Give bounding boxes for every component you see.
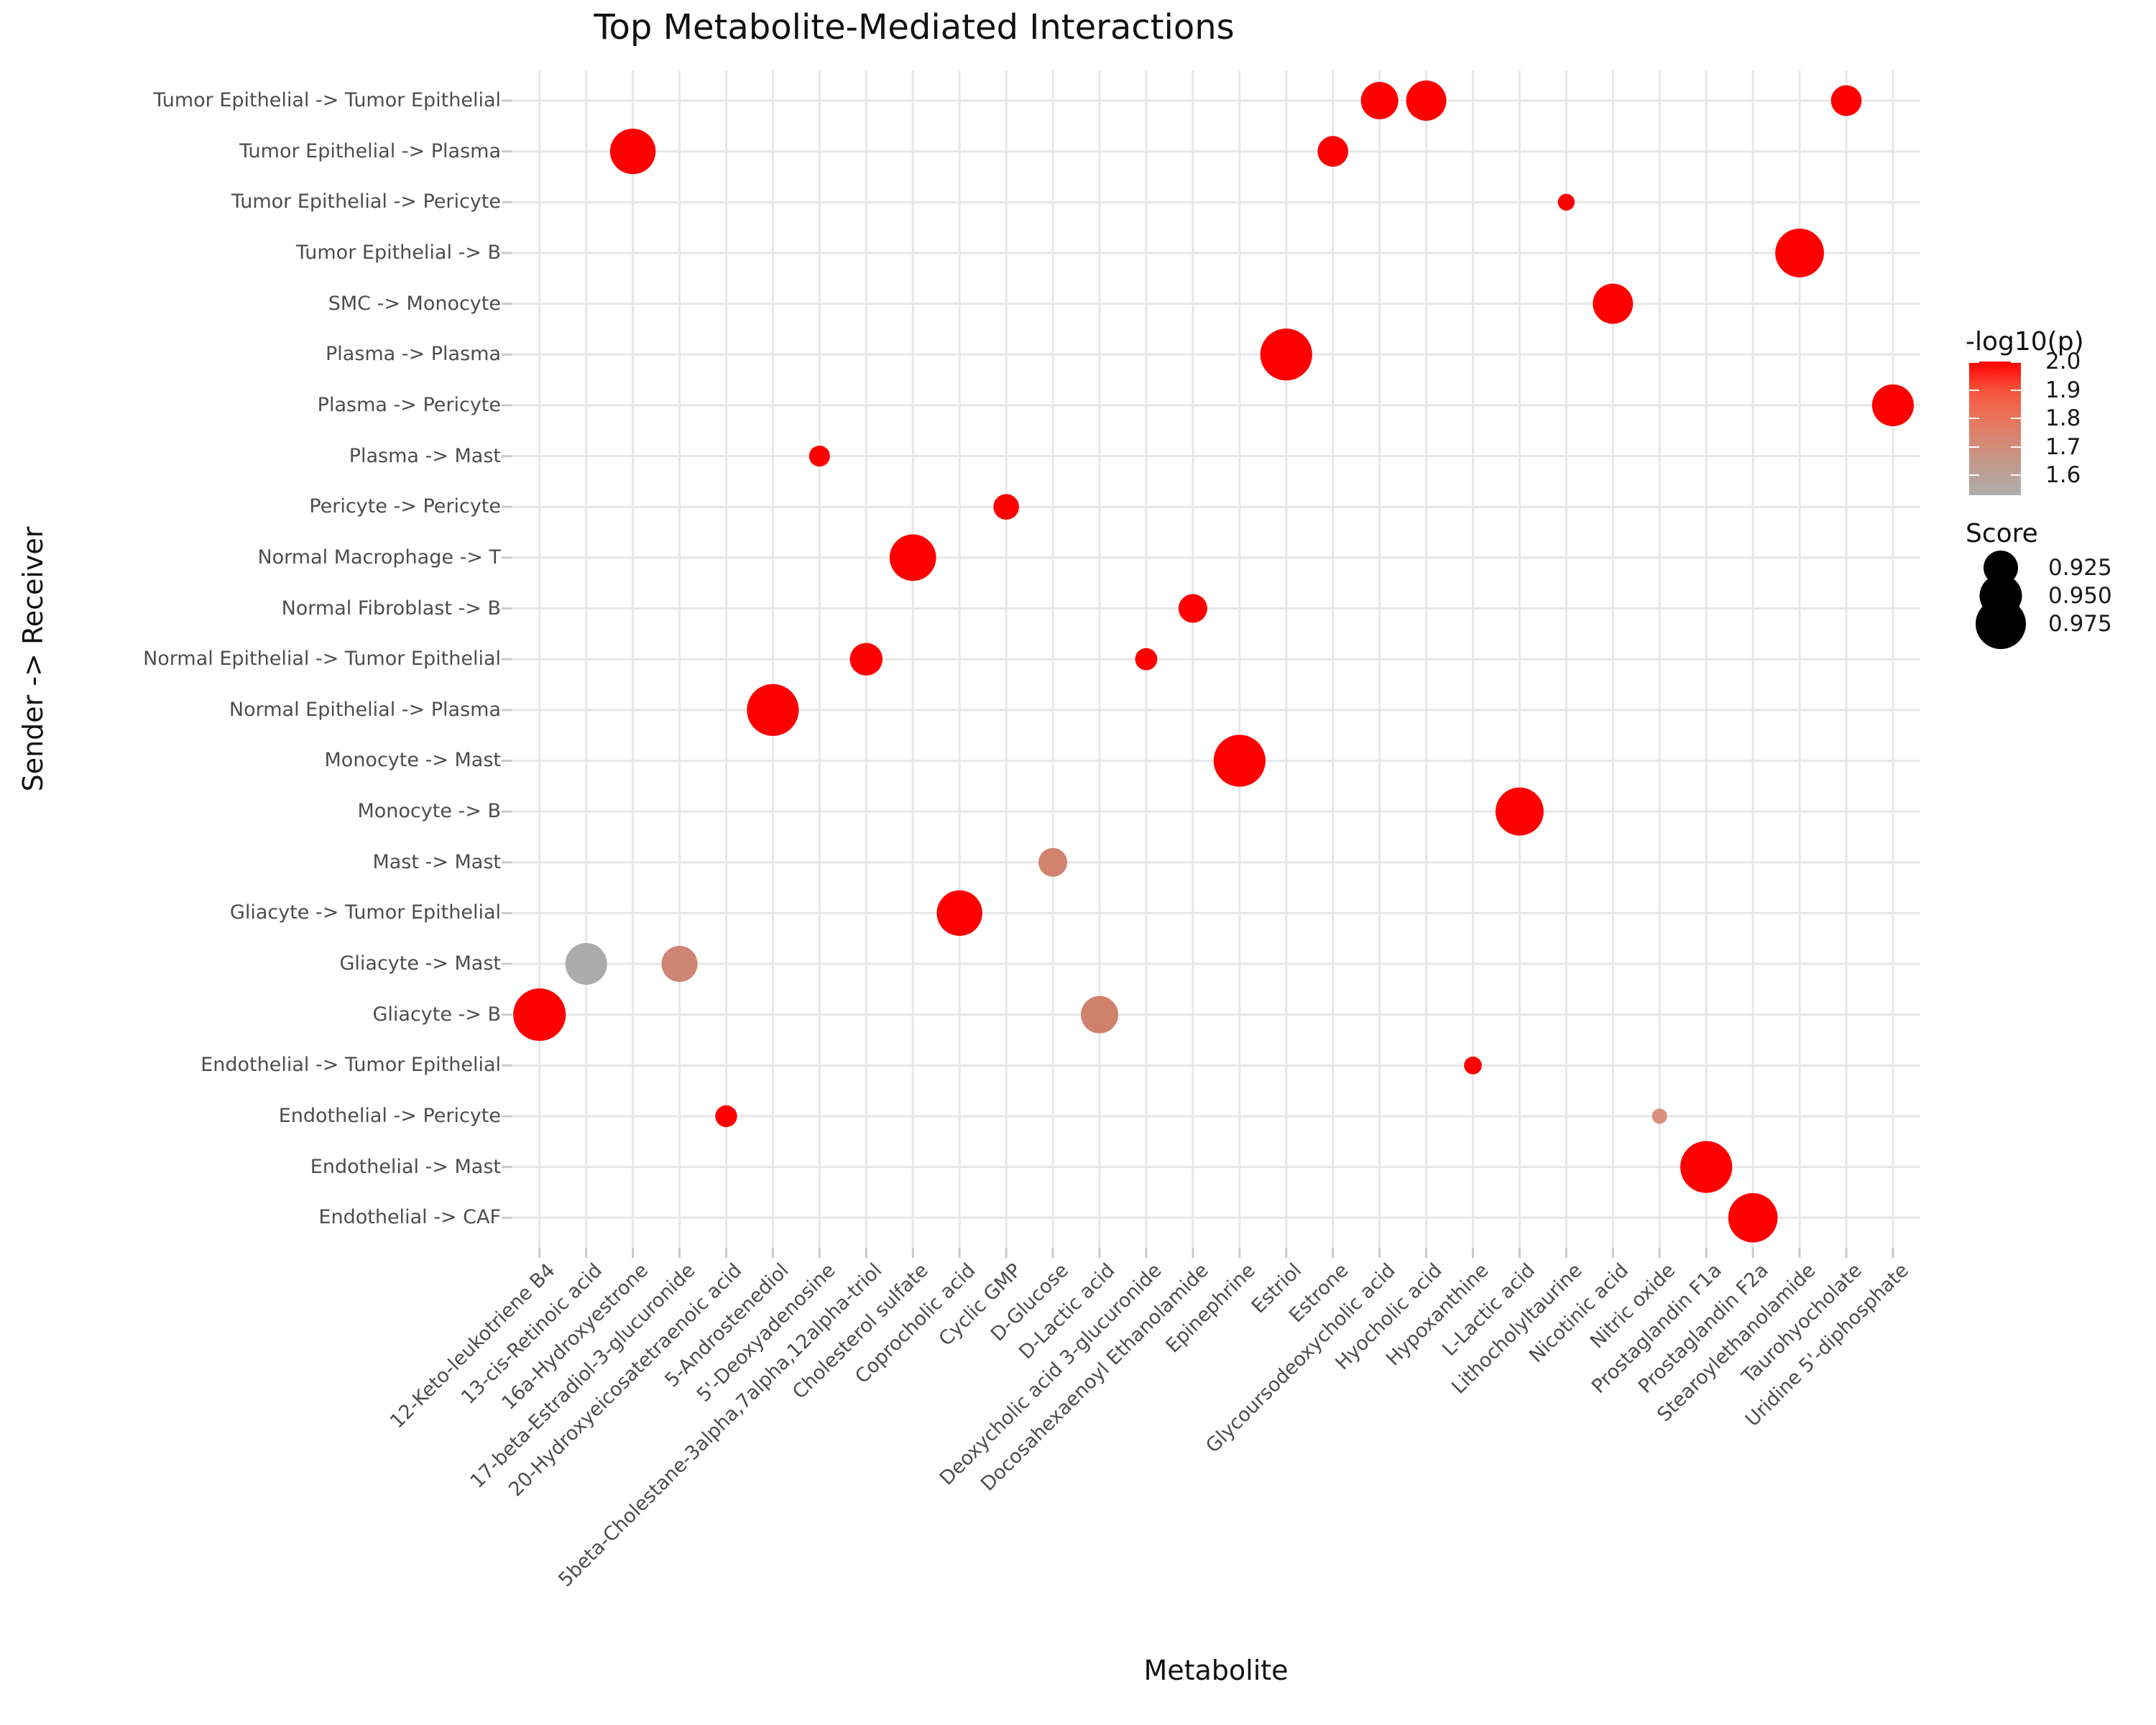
y-tick-label: Pericyte -> Pericyte bbox=[309, 495, 501, 518]
colorbar-legend-title: -log10(p) bbox=[1966, 327, 2084, 356]
y-tick-label: Endothelial -> Pericyte bbox=[278, 1105, 501, 1127]
y-tick-label: SMC -> Monocyte bbox=[328, 292, 501, 315]
colorbar-tick-mark bbox=[1969, 418, 1979, 420]
y-tick-label: Mast -> Mast bbox=[372, 850, 501, 873]
data-point bbox=[565, 942, 607, 985]
y-tick-label: Gliacyte -> Tumor Epithelial bbox=[229, 901, 501, 924]
y-tick-label: Tumor Epithelial -> B bbox=[295, 241, 501, 264]
data-point bbox=[1360, 82, 1399, 119]
y-tick-label: Monocyte -> B bbox=[357, 800, 501, 823]
data-point bbox=[1135, 648, 1158, 671]
colorbar-tick-mark bbox=[2011, 389, 2021, 391]
data-point bbox=[1871, 384, 1915, 426]
data-point bbox=[849, 643, 883, 676]
y-tick-label: Tumor Epithelial -> Tumor Epithelial bbox=[153, 89, 501, 111]
data-point bbox=[1680, 1141, 1733, 1193]
y-tick-label: Tumor Epithelial -> Pericyte bbox=[231, 190, 501, 213]
data-point bbox=[1775, 229, 1824, 277]
y-tick-label: Plasma -> Plasma bbox=[325, 343, 501, 366]
colorbar-tick-label: 1.8 bbox=[2045, 405, 2081, 432]
data-point bbox=[747, 684, 799, 736]
data-point bbox=[1038, 847, 1068, 877]
y-tick-label: Normal Epithelial -> Plasma bbox=[229, 698, 501, 721]
colorbar bbox=[1969, 362, 2021, 495]
data-point bbox=[889, 534, 936, 581]
data-point bbox=[1260, 328, 1312, 381]
data-point bbox=[715, 1105, 737, 1128]
size-legend-title: Score bbox=[1966, 519, 2038, 548]
data-point bbox=[1317, 136, 1349, 167]
colorbar-tick-label: 2.0 bbox=[2045, 349, 2081, 374]
colorbar-tick-mark bbox=[2011, 446, 2021, 448]
y-tick-label: Plasma -> Pericyte bbox=[317, 393, 501, 416]
data-point bbox=[1651, 1108, 1667, 1124]
colorbar-tick-mark bbox=[2011, 418, 2021, 420]
data-point bbox=[1830, 85, 1862, 116]
y-tick-label: Endothelial -> CAF bbox=[318, 1206, 501, 1229]
data-point bbox=[808, 446, 830, 467]
data-point bbox=[513, 988, 566, 1041]
y-tick-label: Tumor Epithelial -> Plasma bbox=[239, 139, 501, 162]
size-legend-value: 0.950 bbox=[2048, 583, 2112, 609]
colorbar-tick-mark bbox=[2011, 362, 2021, 363]
data-point bbox=[1728, 1192, 1778, 1243]
colorbar-tick-mark bbox=[1969, 389, 1979, 391]
colorbar-tick-label: 1.6 bbox=[2045, 462, 2081, 489]
data-point bbox=[936, 890, 982, 937]
data-point bbox=[1081, 995, 1118, 1034]
y-tick-label: Gliacyte -> B bbox=[372, 1003, 501, 1026]
size-legend-value: 0.975 bbox=[2048, 611, 2112, 637]
colorbar-tick-mark bbox=[1969, 446, 1979, 448]
y-tick-label: Monocyte -> Mast bbox=[324, 749, 502, 772]
data-point bbox=[1406, 80, 1447, 121]
colorbar-tick-label: 1.7 bbox=[2045, 433, 2081, 460]
size-legend-value: 0.925 bbox=[2048, 555, 2112, 581]
x-axis-title: Metabolite bbox=[1143, 1655, 1289, 1686]
data-point bbox=[993, 494, 1019, 520]
colorbar-tick-mark bbox=[1969, 362, 1979, 363]
y-tick-label: Gliacyte -> Mast bbox=[339, 952, 501, 975]
data-point bbox=[1178, 594, 1207, 623]
chart-title: Top Metabolite-Mediated Interactions bbox=[594, 7, 1235, 47]
data-point bbox=[1464, 1057, 1482, 1075]
colorbar-tick-mark bbox=[1969, 474, 1979, 477]
data-point bbox=[609, 128, 656, 175]
y-tick-label: Endothelial -> Tumor Epithelial bbox=[201, 1054, 501, 1077]
colorbar-tick-mark bbox=[2011, 474, 2021, 477]
data-point bbox=[1593, 283, 1634, 324]
data-point bbox=[1557, 193, 1575, 211]
data-point bbox=[661, 945, 698, 983]
y-tick-label: Plasma -> Mast bbox=[349, 444, 501, 467]
y-tick-label: Normal Epithelial -> Tumor Epithelial bbox=[143, 648, 501, 671]
y-tick-label: Normal Fibroblast -> B bbox=[281, 597, 501, 620]
size-legend-swatch bbox=[1976, 599, 2026, 649]
colorbar-tick-label: 1.9 bbox=[2045, 377, 2081, 403]
data-point bbox=[1495, 787, 1544, 836]
y-tick-label: Normal Macrophage -> T bbox=[257, 546, 501, 569]
y-tick-label: Endothelial -> Mast bbox=[310, 1155, 501, 1178]
size-legend bbox=[1976, 551, 2026, 649]
size-legend-swatch bbox=[1984, 551, 2018, 585]
data-point bbox=[1213, 735, 1266, 787]
